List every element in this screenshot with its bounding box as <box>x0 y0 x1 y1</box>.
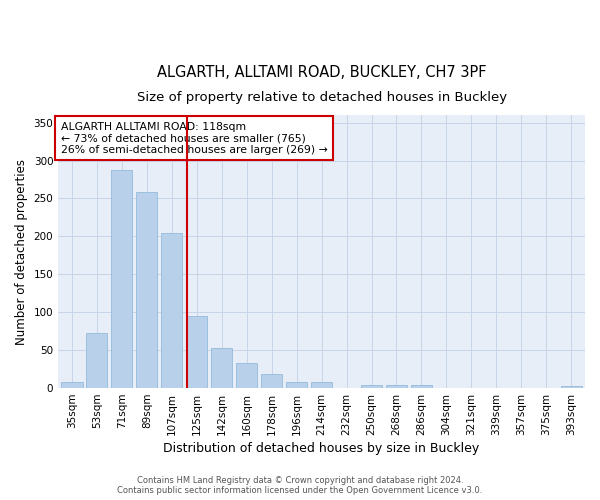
Y-axis label: Number of detached properties: Number of detached properties <box>15 158 28 344</box>
X-axis label: Distribution of detached houses by size in Buckley: Distribution of detached houses by size … <box>163 442 480 455</box>
Bar <box>211 348 232 388</box>
Text: ALGARTH ALLTAMI ROAD: 118sqm
← 73% of detached houses are smaller (765)
26% of s: ALGARTH ALLTAMI ROAD: 118sqm ← 73% of de… <box>61 122 328 155</box>
Bar <box>261 374 282 388</box>
Bar <box>411 385 432 388</box>
Bar <box>111 170 133 388</box>
Bar <box>386 385 407 388</box>
Text: Size of property relative to detached houses in Buckley: Size of property relative to detached ho… <box>137 91 506 104</box>
Bar <box>186 316 208 388</box>
Bar <box>236 363 257 388</box>
Bar <box>161 234 182 388</box>
Bar <box>61 382 83 388</box>
Bar <box>86 332 107 388</box>
Bar <box>361 385 382 388</box>
Bar <box>560 386 582 388</box>
Text: Contains HM Land Registry data © Crown copyright and database right 2024.
Contai: Contains HM Land Registry data © Crown c… <box>118 476 482 495</box>
Bar <box>286 382 307 388</box>
Text: ALGARTH, ALLTAMI ROAD, BUCKLEY, CH7 3PF: ALGARTH, ALLTAMI ROAD, BUCKLEY, CH7 3PF <box>157 64 487 80</box>
Bar <box>136 192 157 388</box>
Bar <box>311 382 332 388</box>
